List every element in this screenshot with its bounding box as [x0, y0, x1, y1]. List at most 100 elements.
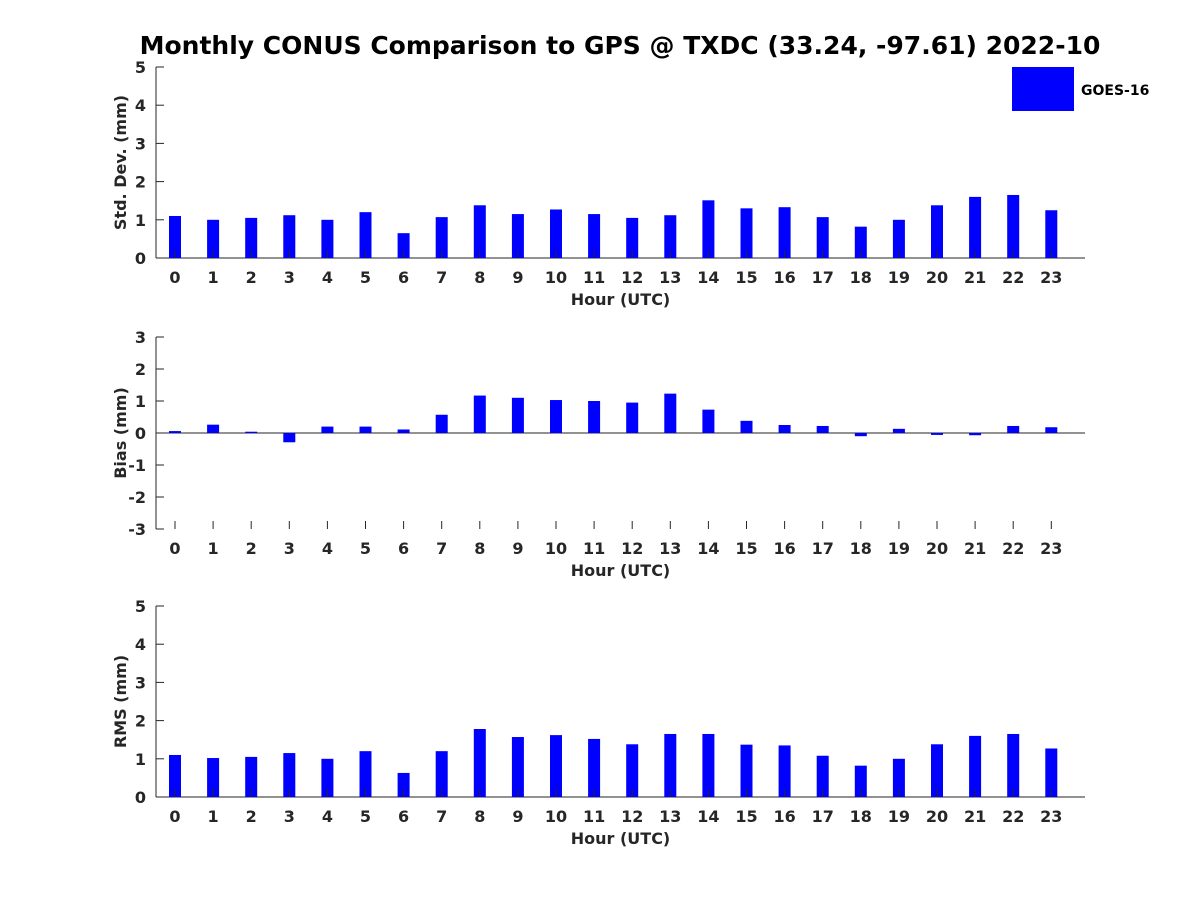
- x-tick-label: 15: [735, 268, 757, 287]
- bar: [854, 226, 867, 258]
- bar: [778, 425, 791, 433]
- x-tick-label: 8: [474, 268, 485, 287]
- y-tick-label: 2: [135, 360, 146, 379]
- bar: [702, 200, 715, 258]
- bar: [207, 424, 220, 433]
- x-tick-label: 8: [474, 807, 485, 826]
- bar: [321, 426, 334, 433]
- bar: [511, 397, 524, 433]
- bar: [169, 215, 181, 258]
- x-tick-label: 10: [545, 268, 567, 287]
- y-tick-label: 3: [135, 673, 146, 692]
- bar: [588, 738, 601, 797]
- bar: [169, 754, 181, 797]
- x-axis-label: Hour (UTC): [571, 829, 671, 848]
- y-tick-label: 0: [135, 424, 146, 443]
- x-tick-label: 6: [398, 807, 409, 826]
- bar: [664, 215, 677, 258]
- bar: [1045, 427, 1058, 433]
- bar: [778, 207, 791, 258]
- x-tick-label: 7: [436, 268, 447, 287]
- x-tick-label: 1: [208, 268, 219, 287]
- bar: [626, 744, 639, 797]
- x-tick-label: 22: [1002, 539, 1024, 558]
- bar: [588, 401, 601, 433]
- x-tick-label: 17: [812, 807, 834, 826]
- bar: [892, 219, 905, 258]
- bar: [626, 402, 639, 433]
- bar: [588, 214, 601, 258]
- bar: [816, 217, 829, 258]
- legend-label: GOES-16: [1081, 83, 1149, 99]
- bar: [283, 433, 296, 443]
- x-tick-label: 18: [850, 268, 872, 287]
- y-tick-label: -1: [128, 456, 146, 475]
- y-tick-label: 4: [135, 635, 146, 654]
- y-tick-label: 5: [135, 58, 146, 77]
- legend: GOES-16: [1012, 67, 1149, 111]
- bar: [321, 758, 334, 797]
- x-tick-label: 17: [812, 539, 834, 558]
- bar: [435, 751, 448, 797]
- x-tick-label: 11: [583, 268, 605, 287]
- x-tick-label: 22: [1002, 807, 1024, 826]
- x-tick-label: 4: [322, 539, 333, 558]
- x-tick-label: 21: [964, 539, 986, 558]
- x-tick-label: 19: [888, 539, 910, 558]
- x-tick-label: 0: [169, 807, 180, 826]
- x-tick-label: 15: [735, 539, 757, 558]
- x-tick-label: 19: [888, 807, 910, 826]
- bar: [664, 733, 677, 797]
- x-tick-label: 3: [284, 539, 295, 558]
- bar: [1007, 733, 1020, 797]
- x-tick-label: 16: [773, 539, 795, 558]
- bar: [1045, 210, 1058, 258]
- bar: [207, 758, 220, 797]
- bar: [931, 433, 943, 435]
- bar: [550, 209, 562, 258]
- bar: [702, 733, 715, 797]
- bar: [397, 772, 410, 797]
- x-tick-label: 14: [697, 539, 719, 558]
- x-tick-label: 12: [621, 268, 643, 287]
- x-tick-label: 11: [583, 807, 605, 826]
- bar: [283, 753, 296, 797]
- bar: [740, 420, 753, 433]
- y-tick-label: -3: [128, 520, 146, 539]
- bar: [740, 744, 753, 797]
- x-tick-label: 0: [169, 539, 180, 558]
- bar: [473, 729, 486, 797]
- bar: [359, 751, 372, 797]
- x-tick-label: 18: [850, 807, 872, 826]
- x-tick-label: 5: [360, 539, 371, 558]
- bar: [321, 219, 334, 258]
- bar: [740, 208, 753, 258]
- x-tick-label: 7: [436, 539, 447, 558]
- x-tick-label: 3: [284, 268, 295, 287]
- x-tick-label: 2: [246, 268, 257, 287]
- x-tick-label: 14: [697, 268, 719, 287]
- y-tick-label: 1: [135, 211, 146, 230]
- x-tick-label: 3: [284, 807, 295, 826]
- x-tick-label: 20: [926, 268, 948, 287]
- bar: [702, 409, 715, 433]
- x-tick-label: 9: [512, 539, 523, 558]
- x-tick-label: 18: [850, 539, 872, 558]
- bar: [245, 217, 258, 258]
- bar: [245, 756, 258, 797]
- bar: [969, 196, 982, 258]
- bar: [397, 233, 410, 258]
- bar: [397, 429, 410, 433]
- x-tick-label: 8: [474, 539, 485, 558]
- x-axis-label: Hour (UTC): [571, 290, 671, 309]
- x-tick-label: 2: [246, 539, 257, 558]
- x-tick-label: 10: [545, 539, 567, 558]
- x-tick-label: 6: [398, 268, 409, 287]
- bar: [626, 217, 639, 258]
- x-tick-label: 7: [436, 807, 447, 826]
- y-tick-label: 0: [135, 249, 146, 268]
